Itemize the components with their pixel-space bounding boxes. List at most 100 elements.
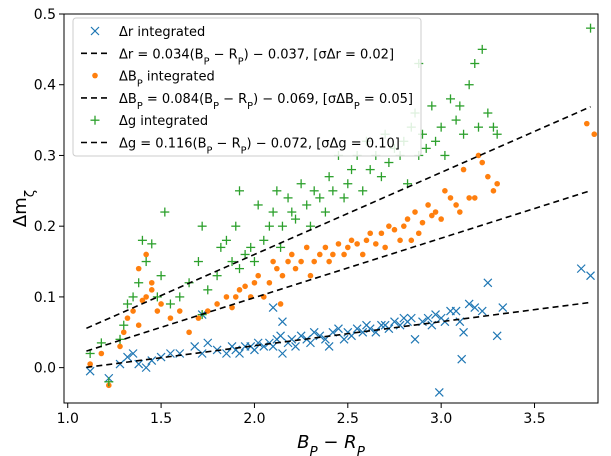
data-point — [334, 324, 343, 334]
data-point — [410, 334, 420, 344]
data-point — [311, 258, 317, 265]
data-point — [277, 301, 284, 307]
data-point — [249, 257, 259, 267]
data-point — [479, 159, 486, 166]
data-point — [438, 216, 444, 222]
data-point — [128, 349, 138, 358]
y-tick-label: 0.1 — [34, 290, 56, 306]
legend-label: ΔBP​ integrated — [119, 70, 215, 90]
data-point — [87, 361, 93, 367]
data-point — [378, 230, 385, 237]
data-point — [251, 279, 258, 286]
data-point — [130, 308, 136, 314]
data-point — [343, 179, 353, 189]
data-point — [186, 329, 192, 336]
data-point — [447, 195, 454, 201]
data-point — [390, 317, 399, 327]
data-point — [268, 207, 278, 217]
data-point — [427, 101, 437, 111]
data-point — [415, 230, 422, 237]
data-point — [176, 308, 183, 314]
data-point — [322, 244, 329, 251]
legend-entry: Δr integrated — [90, 25, 205, 40]
data-point — [259, 235, 269, 245]
plot-frame — [63, 13, 599, 404]
data-point — [203, 338, 213, 348]
data-point — [358, 327, 368, 337]
y-tick-label: 0.3 — [34, 148, 56, 164]
data-point — [306, 338, 315, 348]
data-point — [470, 303, 480, 312]
data-point — [464, 299, 474, 309]
x-tick-label: 1.5 — [150, 411, 172, 427]
data-point — [147, 356, 157, 365]
data-point — [451, 115, 461, 125]
data-point — [408, 237, 415, 244]
data-point — [296, 331, 306, 341]
data-point — [240, 249, 250, 259]
data-point — [193, 257, 203, 267]
data-point — [223, 294, 230, 300]
data-point — [135, 265, 142, 272]
data-point — [148, 279, 155, 286]
data-point — [459, 327, 468, 337]
series-1 — [87, 120, 598, 389]
y-tick-label: 0.5 — [34, 7, 56, 23]
data-point — [485, 173, 491, 180]
data-point — [141, 257, 151, 267]
data-point — [363, 237, 370, 244]
data-point — [278, 317, 287, 327]
data-point — [141, 363, 151, 373]
data-point — [148, 287, 155, 293]
data-point — [255, 272, 261, 279]
data-point — [591, 131, 598, 138]
data-point — [434, 387, 444, 397]
data-point — [229, 304, 235, 311]
data-point — [474, 122, 484, 132]
data-point — [490, 188, 497, 194]
legend-entry: Δg integrated — [90, 114, 208, 129]
data-point — [303, 244, 310, 251]
data-point — [341, 251, 347, 258]
data-point — [586, 271, 595, 281]
data-point — [406, 313, 416, 323]
data-point — [359, 251, 366, 258]
data-point — [216, 242, 226, 252]
data-point — [277, 221, 287, 231]
y-tick-label: 0.4 — [34, 78, 56, 94]
data-point — [477, 44, 487, 54]
legend-marker-swatch — [92, 72, 98, 79]
data-point — [98, 350, 105, 357]
data-point — [382, 244, 388, 251]
data-point — [347, 165, 357, 175]
legend-marker-swatch — [90, 26, 100, 36]
data-point — [451, 306, 461, 316]
data-point — [276, 331, 286, 341]
data-point — [119, 320, 129, 330]
legend-label: Δr integrated — [119, 25, 205, 40]
x-tick-label: 2.0 — [243, 411, 265, 427]
data-point — [576, 264, 586, 274]
data-point — [586, 23, 596, 33]
data-point — [235, 186, 245, 196]
data-point — [276, 242, 286, 252]
data-point — [423, 313, 433, 323]
data-point — [197, 221, 207, 231]
data-point — [459, 129, 469, 139]
data-point — [492, 331, 502, 341]
data-point — [365, 165, 375, 175]
data-point — [296, 179, 306, 189]
legend-marker-swatch — [90, 115, 100, 125]
data-point — [117, 343, 123, 350]
data-point — [309, 186, 319, 196]
data-point — [431, 310, 440, 320]
data-point — [429, 212, 435, 219]
data-point — [160, 207, 170, 217]
data-point — [376, 320, 386, 330]
fit-line-0 — [86, 301, 591, 369]
data-point — [232, 294, 239, 300]
data-point — [104, 377, 114, 387]
data-point — [384, 158, 394, 168]
data-point — [397, 237, 403, 244]
y-tick-label: 0.2 — [34, 219, 56, 235]
